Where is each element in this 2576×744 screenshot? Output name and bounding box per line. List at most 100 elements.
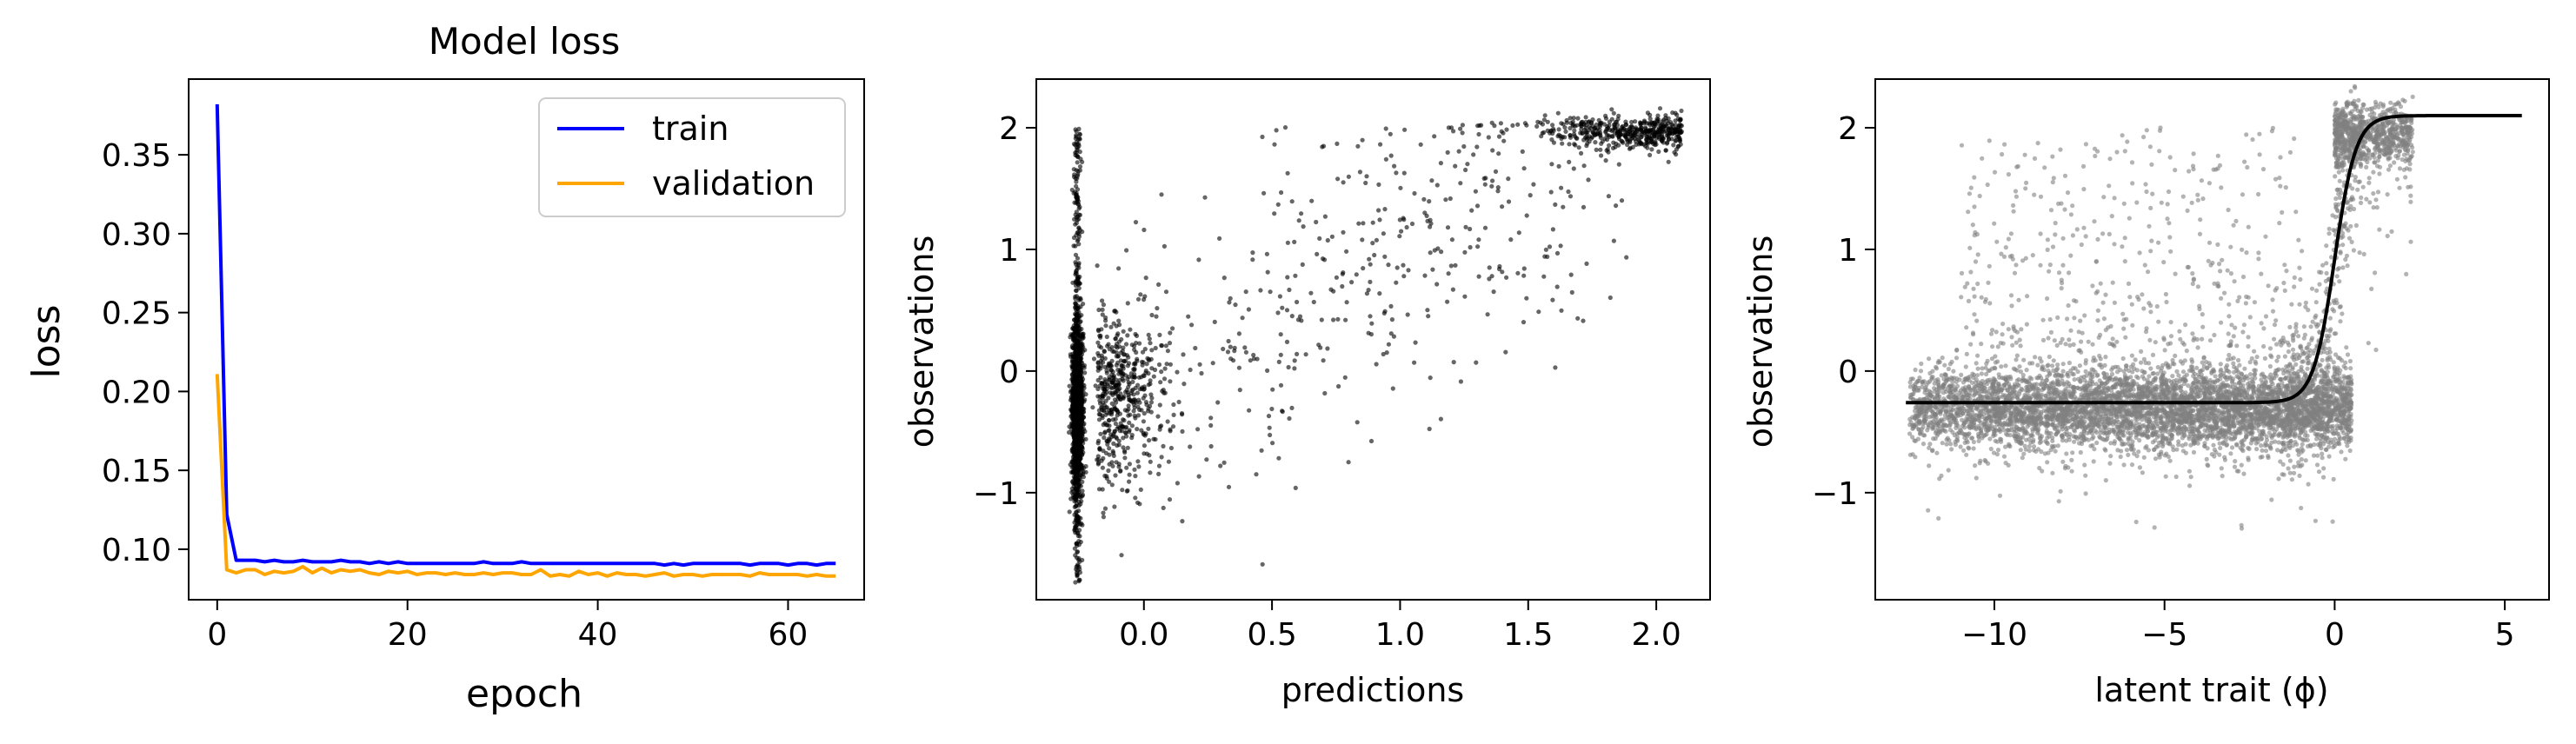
scatter-point [1394,170,1399,176]
scatter-point [1142,227,1147,233]
scatter-point [1147,438,1152,443]
scatter-point [1132,413,1137,418]
scatter-point [1644,121,1649,126]
scatter-point [1589,121,1594,126]
scatter-point [1110,463,1115,468]
scatter-point [1156,282,1162,287]
scatter-point [1110,417,1115,422]
scatter-point [1524,296,1529,301]
scatter-point [1076,126,1082,131]
scatter-point [1074,513,1079,519]
scatter-point [1321,358,1326,363]
scatter-point [1987,436,1993,442]
scatter-point [1100,298,1105,303]
scatter-point [1121,424,1126,429]
scatter-point [1148,400,1154,405]
scatter-point [1489,274,1494,279]
scatter-point [1069,187,1075,193]
scatter-point [1489,120,1494,125]
scatter-point [1095,263,1100,269]
scatter-point [1336,383,1341,389]
scatter-point [1126,384,1131,389]
scatter-point [1096,487,1102,492]
scatter-point [1270,441,1275,446]
scatter-point [1654,142,1659,147]
scatter-point [1149,348,1155,353]
scatter-point [1644,129,1649,134]
scatter-point [1374,362,1379,367]
scatter-point [1318,345,1323,350]
scatter-point [1162,366,1168,371]
scatter-point [1299,211,1304,216]
scatter-point [1125,301,1130,306]
scatter-point [1075,230,1080,236]
scatter-point [1171,412,1176,417]
scatter-point [2316,469,2322,475]
scatter-point [1974,361,1979,366]
scatter-point [1073,252,1079,257]
scatter-point [1074,278,1079,283]
scatter-point [1370,220,1375,225]
scatter-point [1627,140,1633,145]
scatter-point [1547,244,1553,249]
scatter-point [1193,345,1198,351]
scatter-point [1572,123,1578,129]
scatter-point [1581,163,1587,169]
scatter-point [1107,452,1112,457]
y-tick-label: −1 [973,476,1019,512]
scatter-point [1671,130,1676,136]
predictions-y-axis-label: observations [902,236,941,448]
scatter-point [1146,332,1151,337]
scatter-point [1156,471,1162,477]
scatter-point [1133,331,1138,337]
scatter-point [1614,203,1619,209]
scatter-point [1233,302,1238,308]
x-tick-label: 2.0 [1631,617,1681,653]
scatter-point [1309,198,1315,203]
scatter-point [1278,332,1283,337]
scatter-point [1506,199,1512,204]
scatter-point [1080,229,1085,235]
scatter-point [1528,193,1533,198]
scatter-point [1247,408,1252,413]
scatter-point [1340,283,1345,289]
scatter-point [1450,287,1455,292]
scatter-point [1531,182,1536,187]
scatter-point [2150,352,2156,357]
scatter-point [1108,368,1114,373]
scatter-point [1487,265,1492,270]
scatter-point [1076,452,1082,457]
scatter-point [1075,405,1080,410]
scatter-point [1119,369,1124,375]
scatter-point [1077,212,1082,217]
scatter-point [1388,331,1394,336]
scatter-point [1421,196,1427,202]
scatter-point [1112,407,1118,412]
scatter-point [1575,316,1581,321]
scatter-point [1157,332,1162,337]
scatter-point [1102,408,1107,413]
scatter-point [1076,427,1082,432]
scatter-point [1161,505,1166,511]
scatter-point [1593,140,1598,145]
loss-ticks: 0 20 40 600.100.150.200.250.300.35 [102,138,809,653]
scatter-point [1181,382,1187,387]
scatter-point [1643,125,1648,130]
scatter-point [1095,327,1101,333]
scatter-point [1575,116,1581,121]
scatter-point [1068,352,1073,357]
scatter-point [1275,310,1281,316]
scatter-point [1346,460,1351,465]
scatter-point [2027,443,2032,449]
scatter-point [1095,438,1102,443]
scatter-point [1075,372,1080,377]
scatter-point [1115,331,1121,336]
scatter-point [1376,182,1381,187]
scatter-point [1155,414,1161,419]
scatter-point [1616,162,1621,167]
scatter-point [1102,355,1108,361]
scatter-point [1445,299,1450,304]
scatter-point [1078,473,1083,478]
scatter-point [1611,110,1616,116]
scatter-point [1369,321,1375,326]
